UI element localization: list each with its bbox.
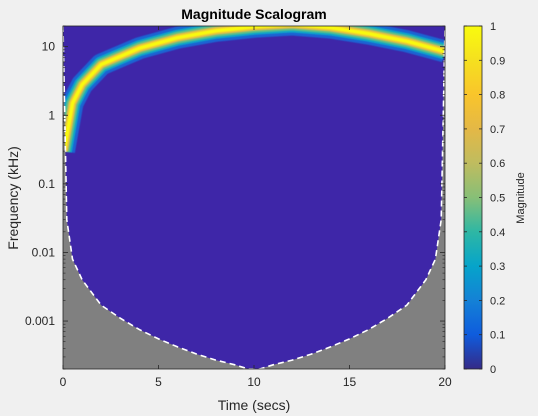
scalogram-ridge — [63, 26, 445, 154]
colorbar-tick-label: 0.2 — [490, 295, 505, 307]
colorbar-tick-label: 0.6 — [490, 158, 505, 170]
plot-area — [62, 25, 446, 370]
colorbar-tick-label: 0.8 — [490, 90, 505, 102]
cone-of-influence — [63, 26, 445, 369]
x-tick-label: 0 — [60, 375, 67, 389]
y-tick-label: 10 — [42, 40, 56, 54]
coi-shaded-region — [63, 26, 445, 369]
colorbar-label: Magnitude — [515, 172, 527, 223]
colorbar-ticks: 0 0.1 0.2 0.3 0.4 0.5 0.6 0.7 0.8 0.9 1 — [464, 21, 505, 376]
colorbar-tick-label: 0.1 — [490, 330, 505, 342]
plot-background — [63, 26, 445, 369]
colorbar-tick-label: 0.7 — [490, 124, 505, 136]
y-axis: 0.001 0.01 0.1 1 10 — [25, 25, 445, 370]
colorbar-tick-label: 0.9 — [490, 55, 505, 67]
x-tick-label: 10 — [247, 375, 261, 389]
ridge-band-5 — [63, 26, 445, 152]
chart-title: Magnitude Scalogram — [181, 6, 326, 22]
y-tick-label: 0.001 — [25, 314, 55, 328]
colorbar-tick-label: 1 — [490, 21, 496, 33]
x-tick-label: 5 — [155, 375, 162, 389]
coi-boundary-line — [63, 26, 445, 369]
y-tick-label: 1 — [48, 108, 55, 122]
colorbar-tick-label: 0.3 — [490, 261, 505, 273]
x-tick-label: 20 — [438, 375, 452, 389]
colorbar: 0 0.1 0.2 0.3 0.4 0.5 0.6 0.7 0.8 0.9 1 Magnitude — [463, 21, 527, 376]
colorbar-tick-label: 0.5 — [490, 193, 505, 205]
x-axis-label: Time (secs) — [218, 397, 291, 413]
y-axis-label: Frequency (kHz) — [5, 146, 21, 249]
x-tick-label: 15 — [343, 375, 357, 389]
y-tick-label: 0.01 — [32, 245, 56, 259]
colorbar-tick-label: 0.4 — [490, 227, 505, 239]
colorbar-tick-label: 0 — [490, 364, 496, 376]
x-axis: 0 5 10 15 20 — [60, 26, 452, 389]
y-tick-label: 0.1 — [38, 177, 55, 191]
